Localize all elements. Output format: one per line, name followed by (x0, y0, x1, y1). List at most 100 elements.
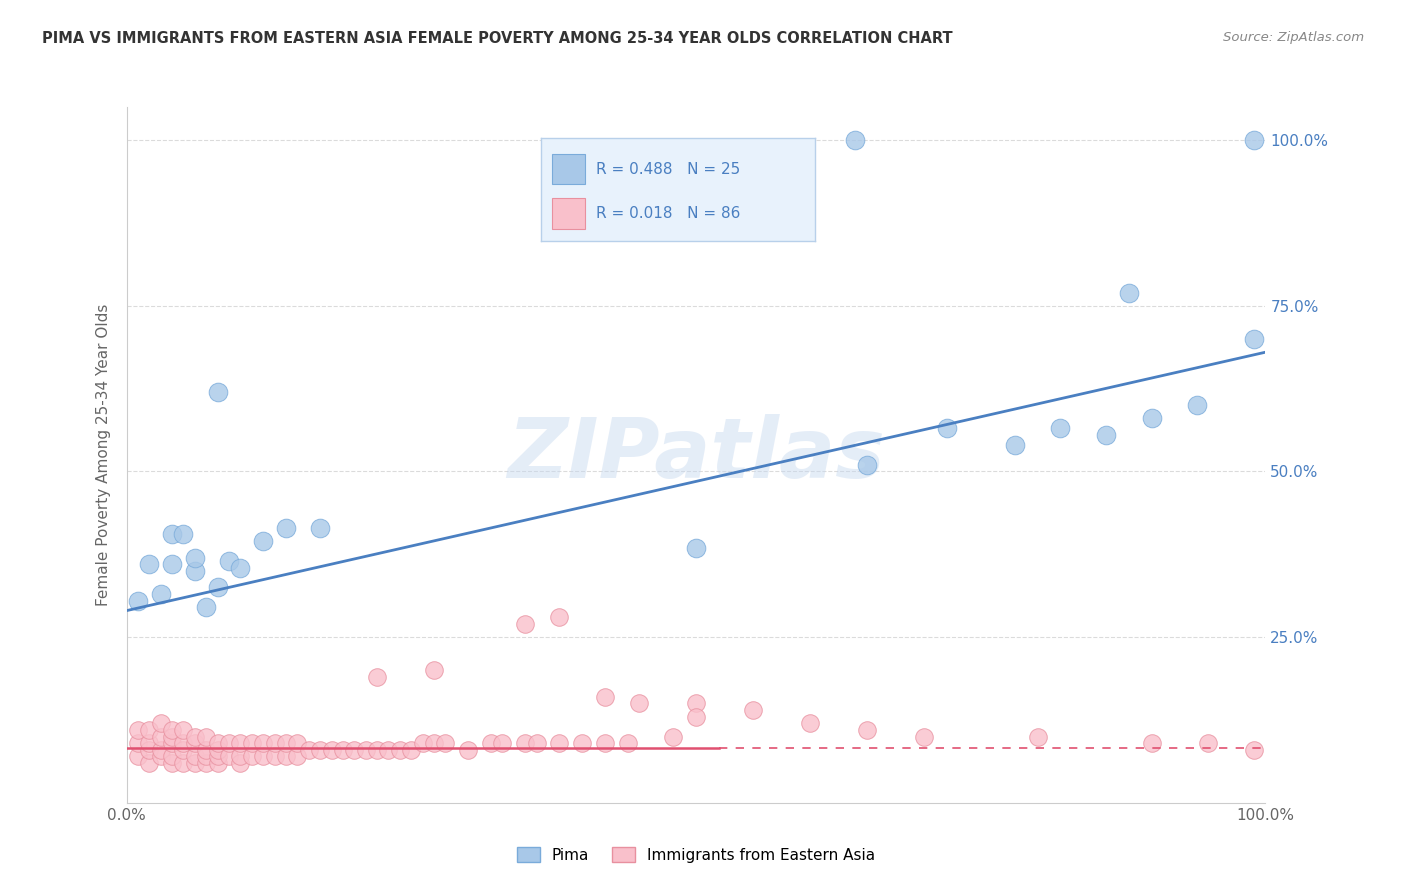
Point (160, 749, 183, 764)
Point (207, 384, 229, 399)
Point (1118, 285, 1140, 300)
Y-axis label: Female Poverty Among 25-34 Year Olds: Female Poverty Among 25-34 Year Olds (96, 304, 111, 606)
Point (401, 743, 423, 757)
Point (252, 534, 274, 549)
Point (229, 756, 252, 770)
Point (240, 736, 263, 750)
Point (287, 736, 309, 750)
Point (207, 756, 229, 770)
Point (855, 723, 877, 737)
Text: R = 0.018   N = 86: R = 0.018 N = 86 (596, 206, 741, 220)
Point (1185, 398, 1208, 412)
Point (616, 736, 638, 750)
Point (1026, 730, 1049, 744)
Point (434, 736, 457, 750)
Point (195, 743, 218, 757)
Point (593, 690, 616, 704)
Point (160, 736, 183, 750)
Point (172, 743, 194, 757)
Point (218, 749, 240, 764)
FancyBboxPatch shape (553, 153, 585, 185)
Point (548, 736, 571, 750)
Point (321, 743, 343, 757)
Point (138, 558, 160, 572)
Point (412, 736, 434, 750)
Point (662, 730, 685, 744)
Point (1140, 736, 1163, 750)
Point (855, 458, 877, 472)
Point (685, 697, 707, 711)
Point (160, 558, 183, 572)
Text: R = 0.488   N = 25: R = 0.488 N = 25 (596, 161, 741, 177)
Point (628, 697, 651, 711)
Point (160, 756, 183, 770)
Point (274, 736, 297, 750)
Legend: Pima, Immigrants from Eastern Asia: Pima, Immigrants from Eastern Asia (510, 840, 882, 869)
Point (799, 716, 821, 731)
Point (149, 749, 172, 764)
Point (160, 723, 183, 737)
Text: ZIPatlas: ZIPatlas (508, 415, 884, 495)
Point (571, 736, 593, 750)
Point (1004, 438, 1026, 452)
Point (184, 736, 207, 750)
Point (195, 749, 218, 764)
Point (309, 521, 332, 535)
Point (515, 736, 537, 750)
Point (423, 736, 446, 750)
Point (138, 743, 160, 757)
Point (252, 749, 274, 764)
Point (844, 133, 866, 147)
Point (526, 736, 548, 750)
Point (172, 756, 194, 770)
Point (138, 756, 160, 770)
Point (1243, 332, 1265, 346)
Point (1198, 736, 1220, 750)
Point (423, 663, 446, 677)
Point (1049, 421, 1071, 435)
Point (912, 730, 935, 744)
Point (252, 736, 274, 750)
Point (1243, 743, 1265, 757)
Point (298, 743, 321, 757)
Point (218, 736, 240, 750)
Text: PIMA VS IMMIGRANTS FROM EASTERN ASIA FEMALE POVERTY AMONG 25-34 YEAR OLDS CORREL: PIMA VS IMMIGRANTS FROM EASTERN ASIA FEM… (42, 31, 953, 46)
Point (149, 716, 172, 731)
Point (366, 743, 388, 757)
Point (491, 736, 513, 750)
Point (1243, 133, 1265, 147)
Point (479, 736, 502, 750)
Point (149, 587, 172, 601)
Point (149, 743, 172, 757)
Point (388, 743, 411, 757)
Point (138, 723, 160, 737)
Point (685, 541, 707, 555)
Point (457, 743, 479, 757)
Point (377, 743, 399, 757)
Point (229, 736, 252, 750)
Text: Source: ZipAtlas.com: Source: ZipAtlas.com (1223, 31, 1364, 45)
Point (195, 600, 218, 615)
Point (366, 670, 388, 684)
Point (172, 723, 194, 737)
Point (207, 743, 229, 757)
Point (184, 550, 207, 565)
Point (742, 703, 765, 717)
Point (229, 749, 252, 764)
Point (935, 421, 957, 435)
Point (207, 581, 229, 595)
Point (240, 749, 263, 764)
Point (274, 521, 297, 535)
Point (184, 564, 207, 578)
Point (127, 593, 149, 607)
Point (593, 736, 616, 750)
Point (195, 756, 218, 770)
FancyBboxPatch shape (553, 198, 585, 228)
Point (343, 743, 366, 757)
Point (127, 736, 149, 750)
Point (309, 743, 332, 757)
Point (685, 709, 707, 723)
Point (138, 736, 160, 750)
Point (149, 730, 172, 744)
Point (354, 743, 377, 757)
